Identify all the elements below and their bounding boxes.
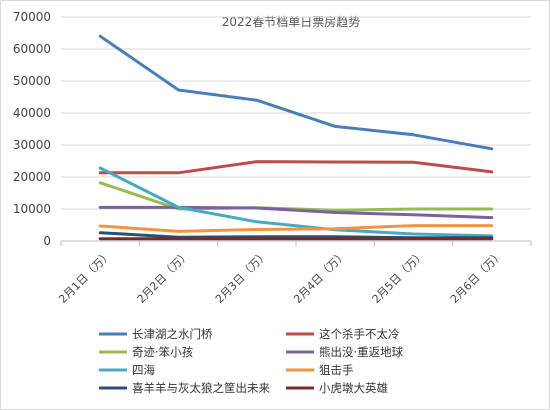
y-tick-label: 70000 <box>13 10 51 24</box>
legend-label: 狙击手 <box>319 363 354 377</box>
x-tick-label: 2月6日（万） <box>448 248 506 306</box>
y-tick-label: 10000 <box>13 202 51 216</box>
gridlines <box>61 16 531 210</box>
x-tick-label: 2月1日（万） <box>56 248 114 306</box>
legend-label: 奇迹·笨小孩 <box>132 345 194 359</box>
x-tick-label: 2月2日（万） <box>135 248 193 306</box>
y-tick-label: 0 <box>43 234 51 248</box>
legend-label: 长津湖之水门桥 <box>132 327 213 341</box>
y-tick-label: 40000 <box>13 106 51 120</box>
series-line-6 <box>98 224 494 233</box>
y-tick-label: 30000 <box>13 138 51 152</box>
series-line-5 <box>98 166 494 238</box>
x-axis-ticks: 2月1日（万） 2月2日（万） 2月3日（万） 2月4日（万） 2月5日（万） 2月6日（… <box>56 248 506 306</box>
y-tick-label: 60000 <box>13 42 51 56</box>
y-axis-ticks: 0 10000 20000 30000 40000 50000 60000 70000 <box>13 10 51 248</box>
x-tick-label: 2月4日（万） <box>291 248 349 306</box>
x-axis <box>60 240 532 246</box>
y-tick-label: 20000 <box>13 170 51 184</box>
legend-label: 喜羊羊与灰太狼之筐出未来 <box>132 381 270 395</box>
x-tick-label: 2月5日（万） <box>370 248 428 306</box>
series-line-2 <box>98 160 494 175</box>
legend-label: 这个杀手不太冷 <box>319 327 400 341</box>
chart-title: 2022春节档单日票房趋势 <box>222 14 361 29</box>
legend-label: 熊出没·重返地球 <box>319 345 404 359</box>
y-tick-label: 50000 <box>13 74 51 88</box>
series-line-1 <box>98 34 494 151</box>
series-line-4 <box>98 205 494 220</box>
series-lines <box>98 34 494 241</box>
legend-label: 四海 <box>132 363 155 377</box>
legend-label: 小虎墩大英雄 <box>319 381 388 395</box>
x-tick-label: 2月3日（万） <box>213 248 271 306</box>
